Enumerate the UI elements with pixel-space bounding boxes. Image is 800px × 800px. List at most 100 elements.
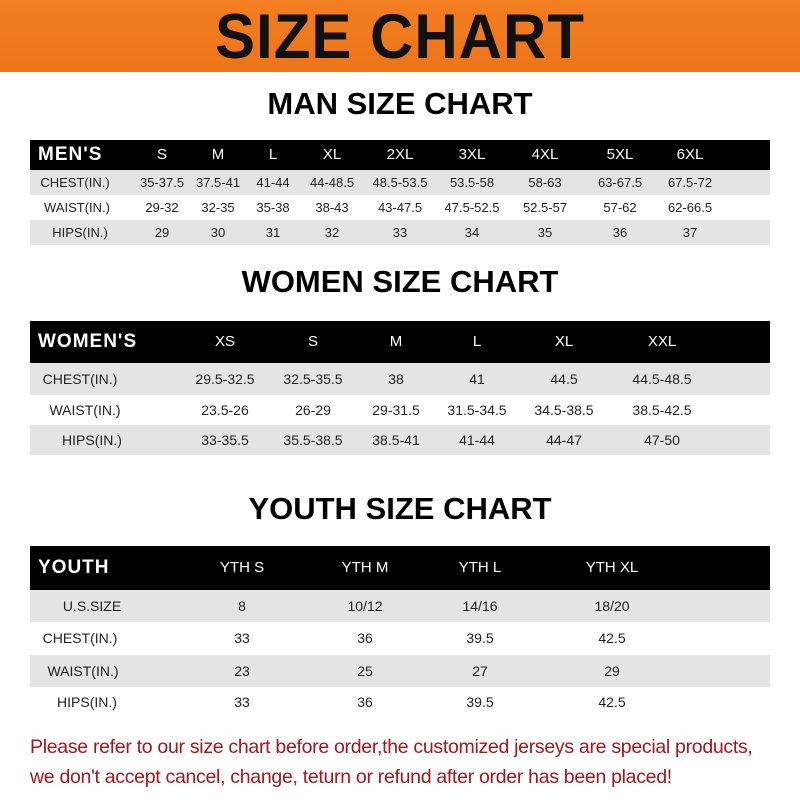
disclaimer-line-2: we don't accept cancel, change, teturn o… — [30, 766, 672, 788]
measurement-label: U.S.SIZE — [62, 598, 122, 614]
table-cell: 62-66.5 — [667, 200, 713, 215]
table-cell: 52.5-57 — [522, 200, 568, 215]
table-cell: 34 — [464, 225, 480, 240]
table-cell: 23.5-26 — [201, 402, 249, 418]
table-cell: 29 — [154, 225, 170, 240]
table-cell: 42.5 — [598, 694, 626, 710]
table-cell: 36 — [357, 630, 373, 646]
size-header-cell: YTH M — [341, 559, 389, 576]
table-header-row: WOMEN'S XS S M L XL XXL — [30, 321, 770, 363]
size-header-cell: YTH S — [219, 559, 265, 576]
table-cell: 57-62 — [603, 200, 637, 215]
table-cell: 38.5-41 — [372, 432, 420, 448]
table-cell: 36 — [612, 225, 628, 240]
measurement-label: WAIST(IN.) — [49, 402, 121, 418]
table-cell: 38-43 — [315, 200, 349, 215]
table-cell: 42.5 — [598, 630, 626, 646]
men-section-title: MAN SIZE CHART — [267, 86, 533, 121]
table-row: HIPS(IN.) 33 36 39.5 42.5 — [30, 687, 770, 718]
size-header-cell: 6XL — [676, 146, 704, 163]
table-header-row: MEN'S S M L XL 2XL 3XL 4XL 5XL 6XL — [30, 140, 770, 170]
table-cell: 14/16 — [462, 598, 498, 614]
measurement-label: WAIST(IN.) — [47, 663, 119, 679]
table-row: HIPS(IN.) 33-35.5 35.5-38.5 38.5-41 41-44 44-… — [30, 425, 770, 455]
measurement-label: HIPS(IN.) — [52, 225, 108, 240]
table-cell: 29 — [604, 663, 620, 679]
table-cell: 58-63 — [528, 175, 562, 190]
size-header-cell: 2XL — [386, 146, 414, 163]
table-cell: 36 — [357, 694, 373, 710]
table-cell: 48.5-53.5 — [372, 175, 428, 190]
table-cell: 8 — [238, 598, 246, 614]
table-cell: 35-37.5 — [139, 175, 185, 190]
table-cell: 41-44 — [256, 175, 290, 190]
table-cell: 44.5 — [550, 371, 578, 387]
table-header-row: YOUTH YTH S YTH M YTH L YTH XL — [30, 546, 770, 590]
size-header-cell: 3XL — [458, 146, 486, 163]
table-cell: 37 — [682, 225, 698, 240]
size-header-cell: 5XL — [606, 146, 634, 163]
table-cell: 33 — [234, 630, 250, 646]
table-cell: 25 — [357, 663, 373, 679]
table-cell: 31.5-34.5 — [447, 402, 507, 418]
table-cell: 47.5-52.5 — [444, 200, 500, 215]
table-cell: 44-47 — [546, 432, 582, 448]
table-row: U.S.SIZE 8 10/12 14/16 18/20 — [30, 590, 770, 622]
size-header-cell: XS — [214, 333, 236, 350]
size-header-cell: 4XL — [531, 146, 559, 163]
size-header-cell: XL — [554, 333, 574, 350]
table-cell: 33 — [234, 694, 250, 710]
youth-section-title: YOUTH SIZE CHART — [248, 491, 552, 526]
table-cell: 33 — [392, 225, 408, 240]
measurement-label: HIPS(IN.) — [57, 694, 117, 710]
measurement-label: HIPS(IN.) — [62, 432, 122, 448]
table-cell: 26-29 — [295, 402, 331, 418]
size-header-cell: YTH L — [458, 559, 502, 576]
size-header-cell: M — [389, 333, 403, 350]
table-cell: 41-44 — [459, 432, 495, 448]
size-header-cell: M — [211, 146, 225, 163]
table-title-cell: YOUTH — [38, 557, 110, 578]
measurement-label: CHEST(IN.) — [42, 371, 118, 387]
disclaimer-note: Please refer to our size chart before or… — [30, 732, 780, 792]
table-cell: 37.5-41 — [195, 175, 241, 190]
table-cell: 63-67.5 — [597, 175, 643, 190]
table-title-cell: MEN'S — [38, 144, 103, 165]
table-cell: 34.5-38.5 — [534, 402, 594, 418]
size-header-cell: XXL — [647, 333, 677, 350]
table-cell: 38.5-42.5 — [632, 402, 692, 418]
table-cell: 32 — [324, 225, 340, 240]
table-cell: 35.5-38.5 — [283, 432, 343, 448]
measurement-label: CHEST(IN.) — [42, 630, 118, 646]
measurement-label: WAIST(IN.) — [44, 200, 110, 215]
table-title-cell: WOMEN'S — [38, 331, 138, 352]
table-cell: 18/20 — [594, 598, 630, 614]
women-section-title: WOMEN SIZE CHART — [241, 264, 559, 299]
table-cell: 32.5-35.5 — [283, 371, 343, 387]
table-cell: 30 — [210, 225, 226, 240]
table-cell: 29-32 — [145, 200, 179, 215]
table-cell: 29-31.5 — [372, 402, 420, 418]
table-cell: 10/12 — [347, 598, 383, 614]
table-row: WAIST(IN.) 23.5-26 26-29 29-31.5 31.5-34.5 34… — [30, 395, 770, 425]
table-cell: 39.5 — [466, 630, 494, 646]
table-row: WAIST(IN.) 29-32 32-35 35-38 38-43 43-47.5 47.… — [30, 195, 770, 220]
banner: SIZE CHART — [0, 0, 800, 72]
table-cell: 41 — [469, 371, 485, 387]
table-cell: 33-35.5 — [201, 432, 249, 448]
disclaimer-line-1: Please refer to our size chart before or… — [30, 736, 753, 758]
table-row: WAIST(IN.) 23 25 27 29 — [30, 655, 770, 687]
size-header-cell: S — [156, 146, 168, 163]
table-cell: 32-35 — [201, 200, 235, 215]
size-header-cell: YTH XL — [585, 559, 639, 576]
table-cell: 23 — [234, 663, 250, 679]
size-header-cell: L — [472, 333, 482, 350]
table-cell: 67.5-72 — [667, 175, 713, 190]
size-header-cell: S — [307, 333, 319, 350]
table-cell: 38 — [388, 371, 404, 387]
table-cell: 35-38 — [256, 200, 290, 215]
table-cell: 44.5-48.5 — [632, 371, 692, 387]
table-row: HIPS(IN.) 29 30 31 32 33 34 35 36 37 — [30, 220, 770, 245]
size-header-cell: XL — [322, 146, 342, 163]
table-row: CHEST(IN.) 35-37.5 37.5-41 41-44 44-48.5 48.5… — [30, 170, 770, 195]
